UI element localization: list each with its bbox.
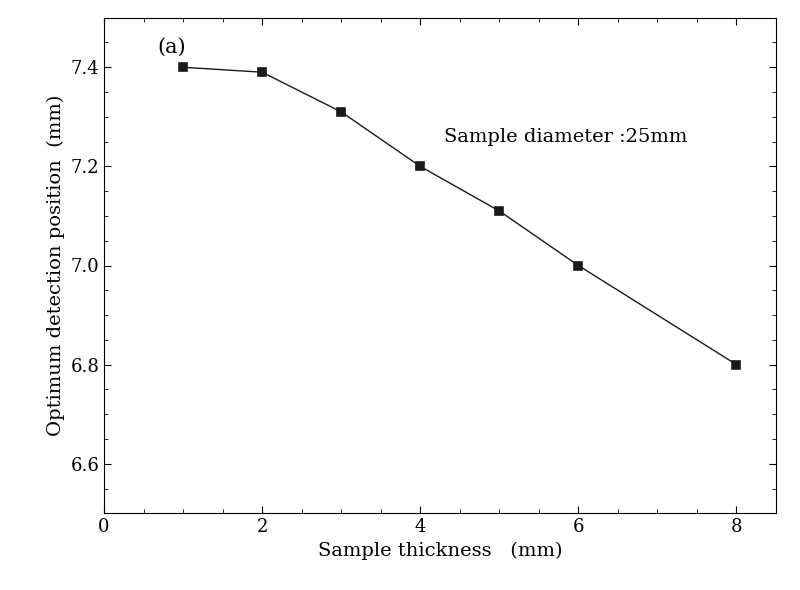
Text: (a): (a) (158, 38, 186, 57)
Text: Sample diameter :25mm: Sample diameter :25mm (444, 127, 687, 146)
X-axis label: Sample thickness   (mm): Sample thickness (mm) (318, 542, 562, 560)
Y-axis label: Optimum detection position  (mm): Optimum detection position (mm) (46, 95, 65, 436)
